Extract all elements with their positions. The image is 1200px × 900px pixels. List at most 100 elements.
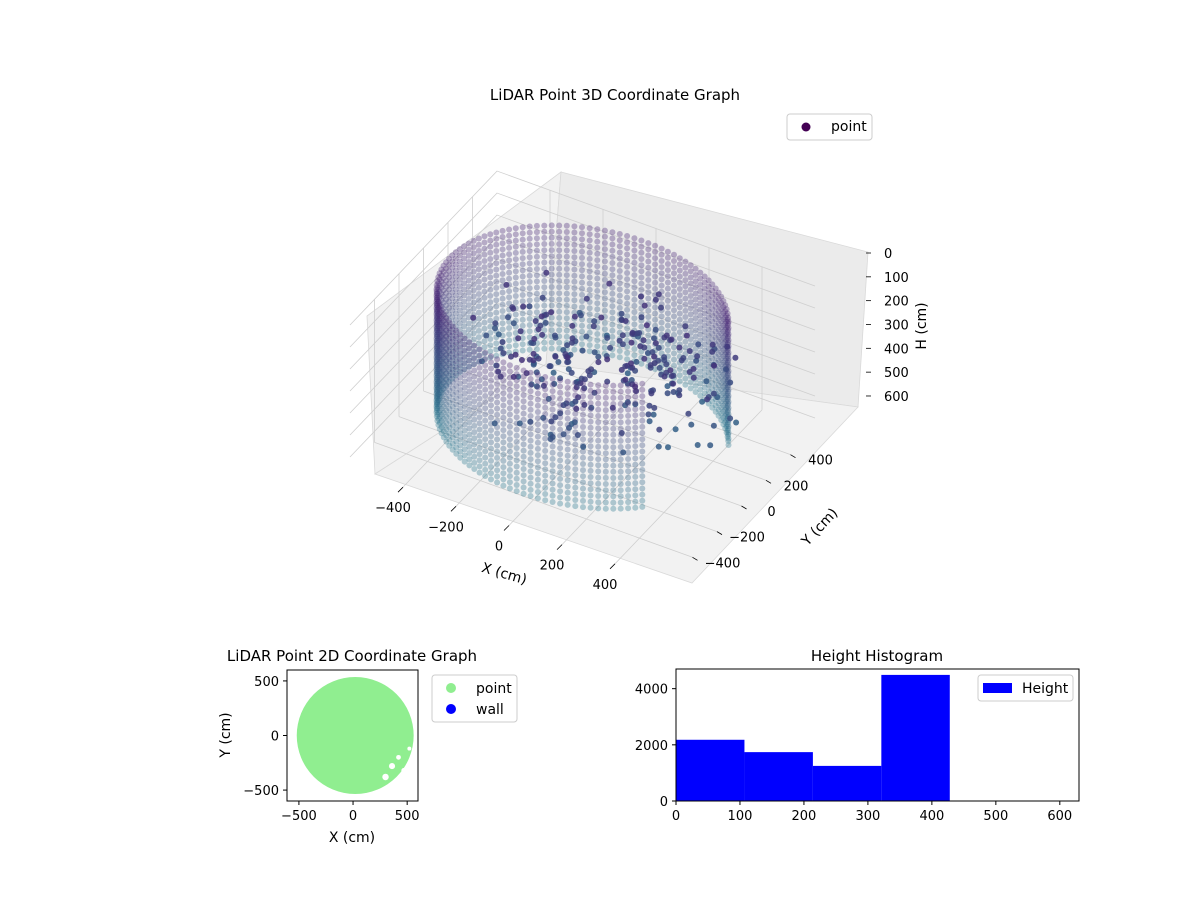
point-3d	[652, 285, 659, 292]
point-3d	[609, 260, 616, 266]
point-3d	[438, 383, 445, 390]
point-3d	[534, 495, 541, 502]
point-3d	[687, 354, 694, 361]
point-3d	[715, 326, 722, 333]
point-3d	[723, 349, 730, 356]
point-3d	[664, 310, 671, 317]
point-3d	[639, 467, 646, 473]
point-3d	[694, 442, 701, 448]
point-3d	[500, 377, 507, 384]
point-3d	[449, 335, 456, 342]
point-3d	[564, 458, 571, 465]
point-3d	[443, 351, 450, 358]
point-3d	[487, 280, 494, 287]
point-3d	[512, 330, 519, 336]
point-3d	[456, 301, 463, 308]
point-3d	[557, 426, 564, 433]
point-3d	[443, 302, 450, 309]
point-3d	[443, 271, 450, 278]
point-3d	[595, 382, 602, 389]
point-3d	[564, 452, 571, 459]
point-3d	[697, 318, 704, 325]
point-3d	[631, 259, 638, 266]
point-3d	[476, 457, 483, 464]
point-3d	[572, 497, 579, 503]
point-3d	[456, 258, 463, 265]
point-3d	[449, 434, 456, 441]
point-3d	[564, 354, 571, 361]
point-3d	[617, 468, 624, 475]
point-3d	[526, 248, 533, 255]
point-3d	[434, 380, 441, 387]
point-3d	[461, 360, 468, 367]
point-3d	[526, 235, 533, 242]
point-3d	[481, 338, 488, 345]
point-3d	[443, 333, 450, 340]
point-3d	[512, 342, 519, 349]
point-3d	[500, 384, 507, 390]
point-3d	[433, 333, 440, 340]
point-3d	[538, 376, 545, 383]
point-3d	[586, 249, 593, 256]
point-3d	[587, 474, 594, 480]
point-3d	[506, 417, 513, 424]
point-3d	[443, 370, 450, 377]
point-3d	[434, 327, 441, 334]
point-3d	[548, 345, 555, 352]
point-3d	[500, 427, 507, 434]
point-3d	[438, 377, 445, 384]
point-3d	[687, 274, 694, 281]
point-3d	[617, 444, 624, 450]
point-3d	[493, 235, 500, 242]
point-3d	[446, 430, 453, 437]
point-3d	[456, 326, 463, 333]
point-3d	[649, 349, 656, 356]
point-3d	[446, 442, 453, 449]
point-3d	[563, 253, 570, 260]
point-3d	[549, 412, 556, 419]
point-3d	[595, 468, 602, 475]
point-3d	[625, 499, 632, 506]
point-3d	[527, 400, 534, 407]
point-3d	[678, 357, 685, 364]
point-3d	[563, 309, 570, 316]
point-3d	[687, 286, 694, 293]
point-3d	[476, 469, 483, 476]
point-3d	[526, 229, 533, 236]
point-3d	[446, 366, 452, 373]
point-3d	[436, 419, 443, 426]
point-3d	[438, 315, 445, 322]
point-3d	[443, 352, 450, 359]
point-3d	[435, 323, 442, 330]
point-3d	[435, 354, 442, 361]
histogram-bar	[676, 739, 745, 801]
point-3d	[434, 278, 441, 285]
point-3d	[580, 461, 586, 467]
point-3d	[435, 329, 442, 336]
point-3d	[481, 282, 488, 289]
point-3d	[482, 399, 489, 406]
point-3d	[446, 418, 453, 424]
point-3d	[724, 343, 731, 350]
point-3d	[461, 440, 468, 447]
point-3d	[506, 405, 513, 412]
point-3d	[616, 255, 623, 262]
point-3d	[685, 410, 692, 417]
point-3d	[500, 439, 507, 446]
point-3d	[436, 301, 443, 308]
point-3d	[532, 318, 539, 324]
point-3d	[488, 470, 494, 477]
point-3d	[471, 361, 478, 368]
point-3d	[692, 327, 699, 334]
point-3d	[438, 303, 445, 310]
point-3d	[449, 264, 456, 271]
point-3d	[542, 472, 549, 479]
point-3d	[647, 362, 654, 369]
point-3d	[723, 398, 730, 405]
point-3d	[720, 334, 727, 341]
point-3d	[456, 246, 463, 253]
point-3d	[594, 244, 601, 251]
gap-2d	[396, 754, 401, 760]
point-3d	[703, 378, 710, 385]
point-3d	[658, 319, 665, 326]
